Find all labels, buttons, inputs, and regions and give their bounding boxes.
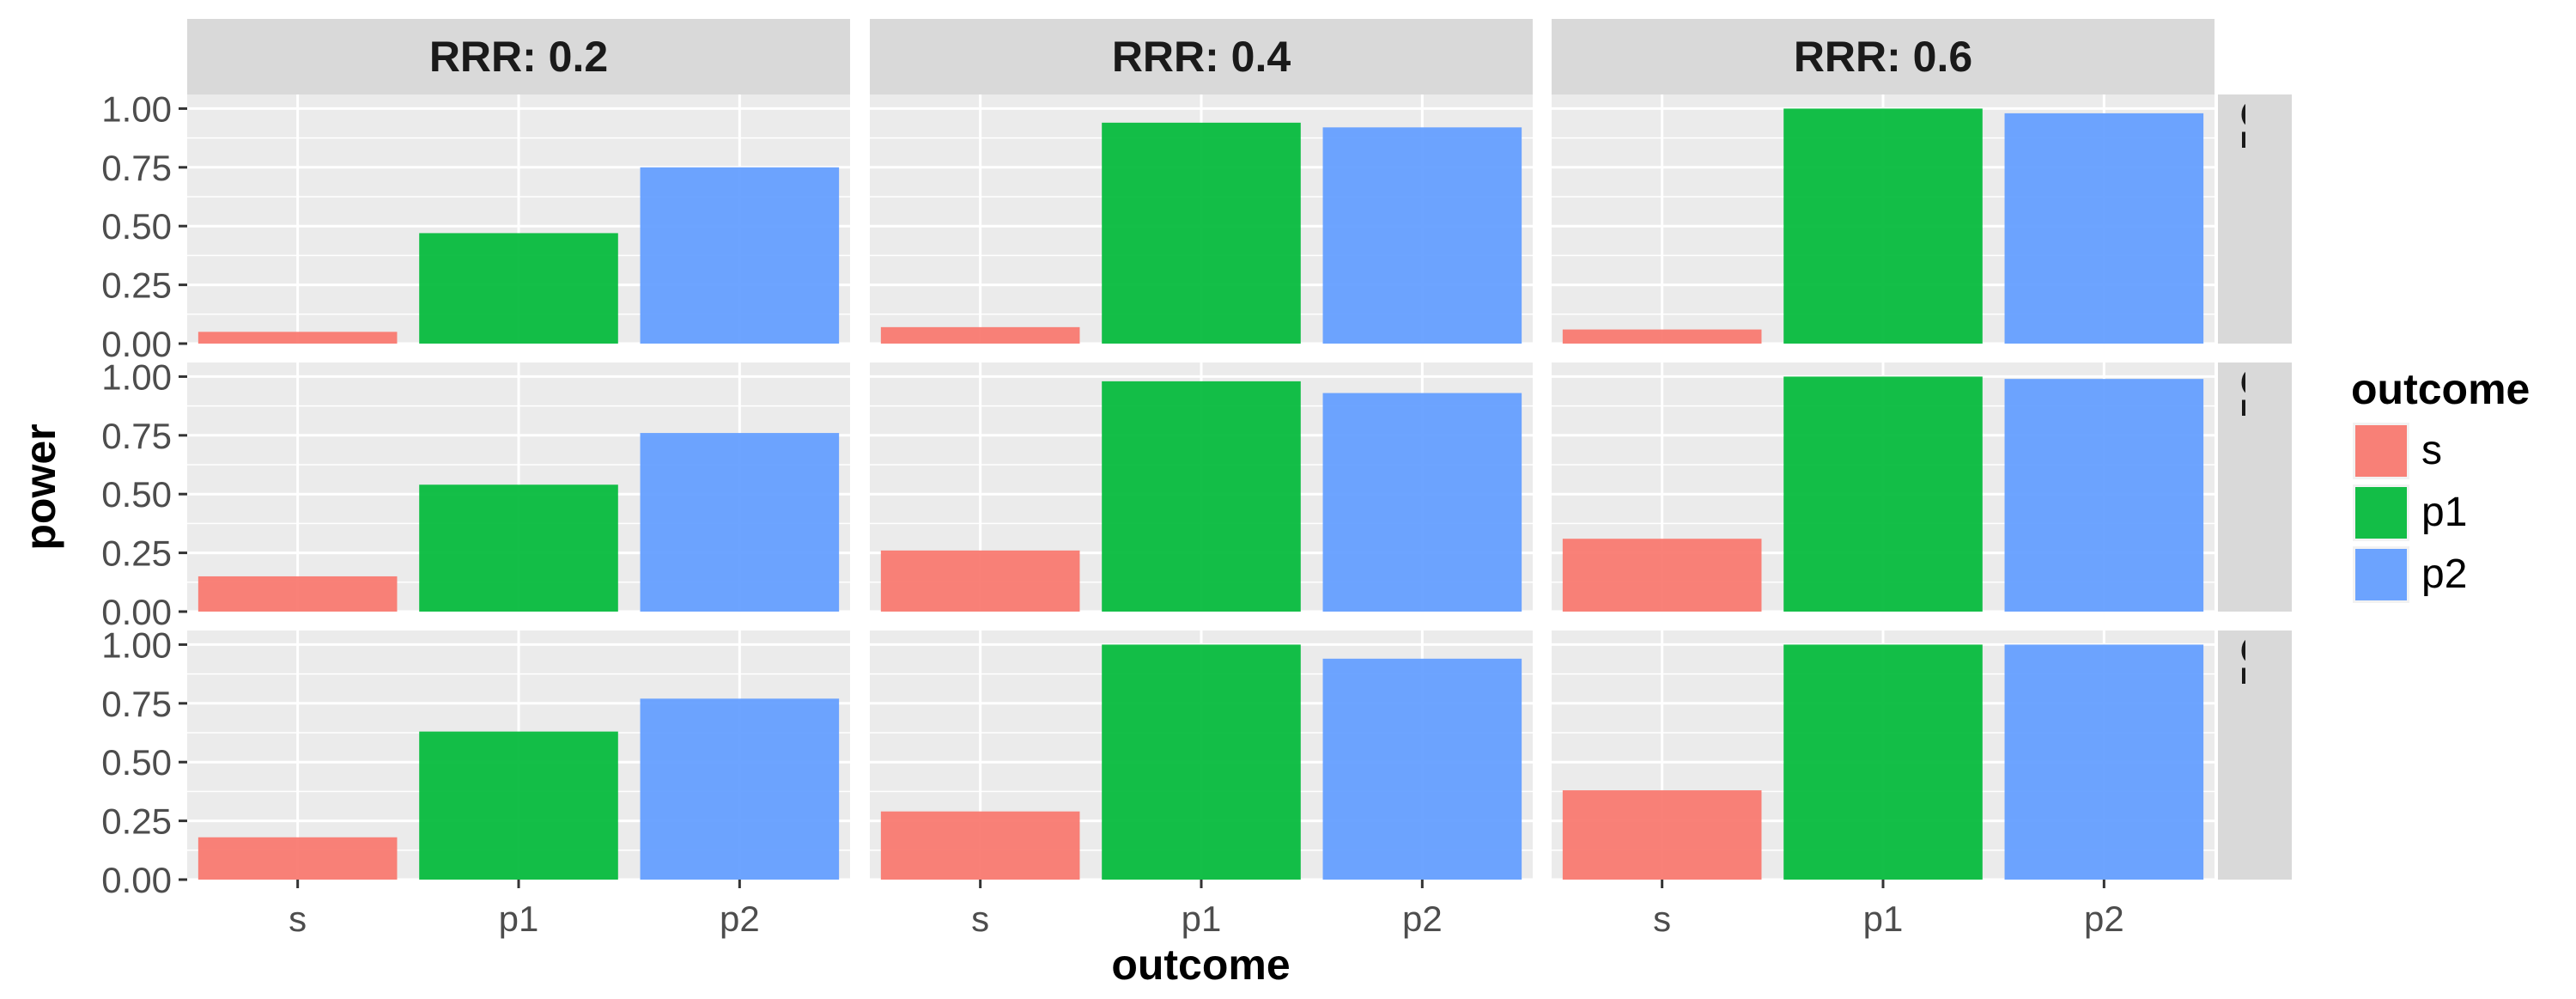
x-tick-label: p1	[1863, 898, 1904, 939]
bar-p2	[2004, 113, 2204, 344]
y-tick-label: 0.75	[101, 148, 172, 188]
bar-p2	[1322, 393, 1522, 612]
x-tick-label: s	[971, 898, 989, 939]
legend-swatch-p2	[2355, 549, 2407, 600]
row-strip-label: CER: best	[2233, 634, 2281, 839]
bar-p1	[1102, 644, 1301, 880]
y-tick-label: 1.00	[101, 624, 172, 665]
x-axis-title: outcome	[1111, 941, 1290, 989]
y-axis-title: power	[16, 423, 64, 550]
column-strip	[1552, 19, 2215, 94]
bar-p2	[640, 167, 840, 344]
y-tick-label: 0.75	[101, 684, 172, 724]
y-tick-label: 0.00	[101, 592, 172, 632]
bar-s	[197, 576, 398, 612]
bar-p2	[2004, 644, 2204, 880]
bar-p1	[1783, 108, 1983, 344]
legend-label: p2	[2421, 551, 2467, 597]
bar-p2	[1322, 127, 1522, 344]
bar-p1	[1102, 381, 1301, 612]
y-tick-label: 1.00	[101, 356, 172, 397]
bar-s	[197, 837, 398, 880]
y-tick-label: 0.50	[101, 206, 172, 247]
legend-label: s	[2421, 428, 2442, 473]
legend-label: p1	[2421, 490, 2467, 535]
bar-s	[1562, 539, 1762, 612]
legend-swatch-p1	[2355, 487, 2407, 539]
column-strip	[187, 19, 850, 94]
y-tick-label: 0.00	[101, 324, 172, 364]
bar-s	[1562, 329, 1762, 344]
bar-p2	[1322, 658, 1522, 880]
x-tick-label: p1	[1182, 898, 1222, 939]
bar-s	[197, 332, 398, 344]
bar-p1	[1783, 376, 1983, 612]
y-tick-label: 0.50	[101, 474, 172, 515]
bar-s	[880, 326, 1080, 344]
bar-p1	[419, 484, 618, 612]
bar-s	[1562, 790, 1762, 880]
column-strip	[870, 19, 1533, 94]
x-tick-label: s	[289, 898, 307, 939]
bar-p1	[419, 731, 618, 880]
bar-p2	[640, 433, 840, 612]
y-tick-label: 0.00	[101, 860, 172, 900]
y-tick-label: 0.25	[101, 265, 172, 306]
row-strip-label: CER: worst	[2233, 98, 2281, 330]
y-tick-label: 1.00	[101, 88, 172, 129]
legend-swatch-s	[2355, 425, 2407, 477]
bar-s	[880, 811, 1080, 880]
column-strip-label: RRR: 0.2	[429, 33, 608, 81]
row-strip	[2218, 362, 2292, 612]
y-tick-label: 0.25	[101, 801, 172, 842]
bar-p2	[640, 698, 840, 880]
column-strip-label: RRR: 0.4	[1112, 33, 1291, 81]
y-tick-label: 0.25	[101, 533, 172, 574]
bar-p2	[2004, 379, 2204, 612]
x-tick-label: p2	[2084, 898, 2124, 939]
y-tick-label: 0.75	[101, 416, 172, 456]
column-strip-label: RRR: 0.6	[1794, 33, 1972, 81]
y-tick-label: 0.50	[101, 742, 172, 783]
x-tick-label: s	[1653, 898, 1671, 939]
bar-p1	[419, 233, 618, 344]
row-strip	[2218, 630, 2292, 880]
row-strip	[2218, 94, 2292, 344]
x-tick-label: p1	[499, 898, 539, 939]
row-strip-label: CER: base	[2233, 366, 2281, 581]
legend-title: outcome	[2351, 365, 2530, 413]
x-tick-label: p2	[720, 898, 760, 939]
x-tick-label: p2	[1402, 898, 1443, 939]
bar-p1	[1783, 644, 1983, 880]
bar-p1	[1102, 122, 1301, 344]
bar-s	[880, 550, 1080, 612]
